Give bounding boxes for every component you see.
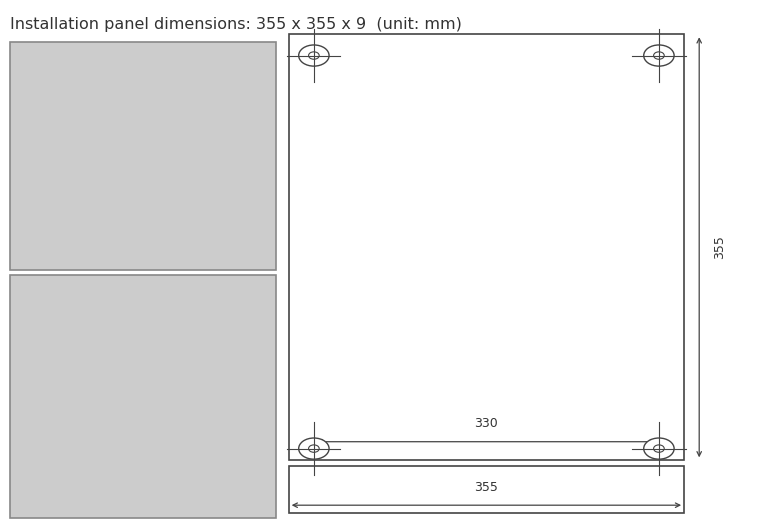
Ellipse shape [309, 445, 319, 452]
Ellipse shape [644, 45, 674, 66]
Ellipse shape [299, 45, 329, 66]
Bar [289, 34, 684, 460]
Ellipse shape [309, 52, 319, 59]
Bar [10, 42, 276, 270]
Ellipse shape [654, 445, 664, 452]
Text: 355: 355 [713, 235, 726, 259]
Text: 355: 355 [474, 480, 499, 494]
Ellipse shape [654, 52, 664, 59]
Ellipse shape [644, 438, 674, 459]
Ellipse shape [299, 438, 329, 459]
Bar [10, 275, 276, 518]
Text: Installation panel dimensions: 355 x 355 x 9  (unit: mm): Installation panel dimensions: 355 x 355… [10, 17, 462, 32]
Text: 330: 330 [474, 417, 499, 430]
Bar [289, 466, 684, 513]
